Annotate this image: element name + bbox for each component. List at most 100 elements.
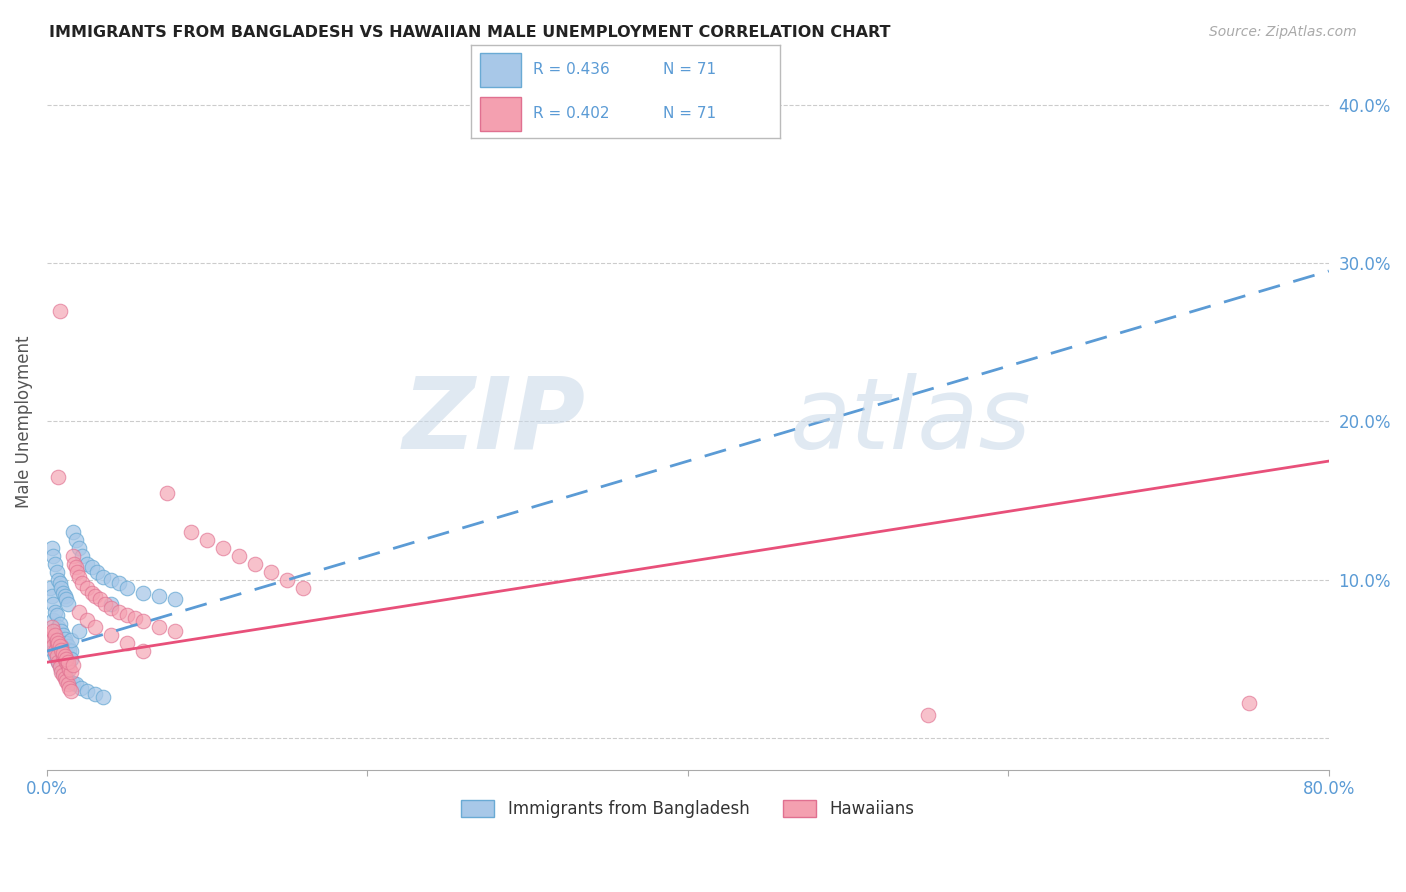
Point (44, 624, 66, 638)
Point (53, 652, 76, 666)
Point (55, 648, 77, 662)
Point (45, 607, 67, 622)
Point (260, 565, 283, 579)
Point (44, 605, 66, 619)
Point (44, 648, 66, 663)
Point (59, 652, 82, 666)
Point (148, 589, 170, 603)
Point (46, 620, 69, 634)
Point (51, 642, 73, 657)
Point (180, 525, 202, 540)
Point (41, 589, 63, 603)
Point (69, 681, 91, 695)
Point (70, 576, 93, 591)
Bar (481, 53, 520, 87)
Point (132, 585, 155, 599)
Point (228, 549, 250, 563)
Point (108, 576, 131, 591)
Point (100, 628, 122, 642)
Y-axis label: Male Unemployment: Male Unemployment (15, 335, 32, 508)
Point (76, 613, 98, 627)
Point (156, 485, 179, 500)
Point (51, 665, 73, 679)
Point (51, 662, 73, 676)
Point (52, 648, 75, 663)
Point (53, 668, 76, 682)
Point (51, 652, 73, 666)
Point (53, 671, 76, 685)
Text: IMMIGRANTS FROM BANGLADESH VS HAWAIIAN MALE UNEMPLOYMENT CORRELATION CHART: IMMIGRANTS FROM BANGLADESH VS HAWAIIAN M… (49, 25, 891, 40)
Point (52, 655, 75, 669)
Point (45, 648, 67, 663)
Point (41, 640, 63, 654)
Point (55, 655, 77, 669)
Point (115, 607, 138, 622)
Point (48, 660, 70, 674)
Point (59, 633, 82, 648)
Point (76, 557, 98, 571)
Point (59, 665, 82, 679)
Point (46, 636, 69, 650)
Point (84, 687, 107, 701)
Point (45, 633, 67, 648)
Point (91, 570, 114, 584)
Point (67, 570, 90, 584)
Point (56, 640, 79, 654)
Point (52, 585, 75, 599)
Point (124, 611, 146, 625)
Point (42, 644, 65, 658)
Point (100, 573, 122, 587)
Text: N = 71: N = 71 (662, 106, 716, 121)
Point (51, 581, 73, 595)
Point (55, 591, 77, 606)
Point (39, 636, 62, 650)
Point (100, 597, 122, 611)
Text: R = 0.436: R = 0.436 (533, 62, 610, 78)
Point (52, 646, 75, 660)
Point (41, 620, 63, 634)
Point (62, 525, 84, 540)
Point (56, 658, 79, 673)
Point (292, 581, 315, 595)
Point (66, 565, 89, 579)
Point (46, 470, 69, 484)
Point (42, 640, 65, 654)
Point (65, 533, 87, 548)
Point (46, 655, 69, 669)
Point (65, 560, 87, 574)
Point (67, 624, 90, 638)
Point (42, 597, 65, 611)
Point (165, 624, 187, 638)
Point (39, 628, 62, 642)
Point (52, 628, 75, 642)
Point (245, 557, 267, 571)
Point (45, 636, 67, 650)
Point (41, 541, 63, 556)
Point (56, 655, 79, 669)
Text: Source: ZipAtlas.com: Source: ZipAtlas.com (1209, 25, 1357, 39)
Point (59, 644, 82, 658)
Point (132, 614, 155, 628)
Point (55, 636, 77, 650)
Point (52, 665, 75, 679)
Point (132, 644, 155, 658)
Point (76, 683, 98, 698)
Point (58, 662, 80, 676)
Point (58, 642, 80, 657)
Point (100, 601, 122, 615)
Point (62, 549, 84, 563)
Point (165, 591, 187, 606)
Point (44, 557, 66, 571)
Text: N = 71: N = 71 (662, 62, 716, 78)
Point (212, 541, 235, 556)
Point (148, 620, 170, 634)
Point (76, 581, 98, 595)
Point (56, 648, 79, 663)
Text: ZIP: ZIP (402, 373, 585, 470)
Point (80, 585, 103, 599)
Point (108, 605, 131, 619)
Point (48, 576, 70, 591)
Point (55, 652, 77, 666)
Point (62, 676, 84, 690)
Point (56, 597, 79, 611)
